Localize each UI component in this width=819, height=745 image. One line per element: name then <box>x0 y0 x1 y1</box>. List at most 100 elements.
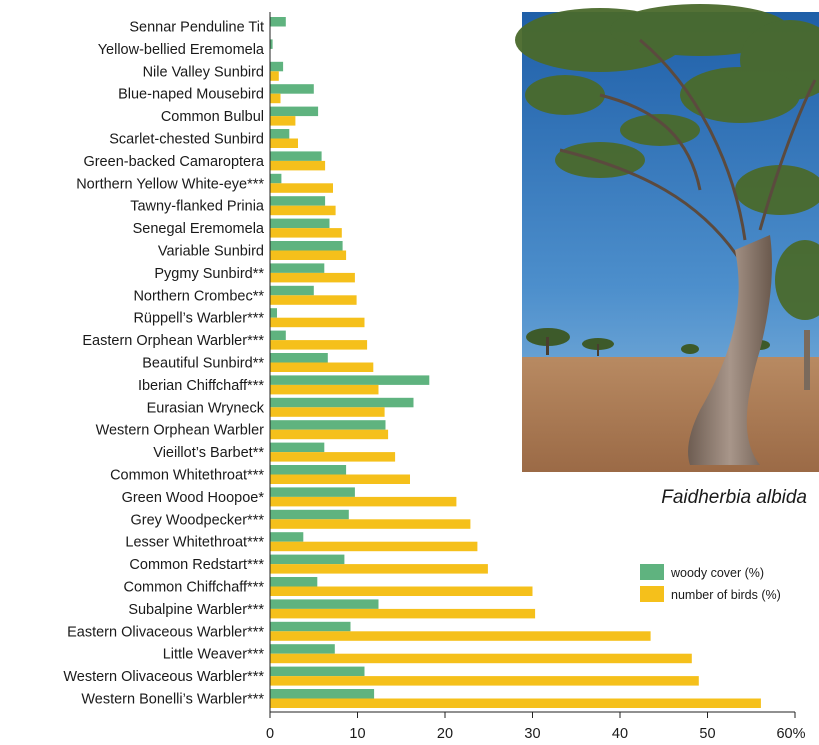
bar-number-of-birds-variable-sunbird <box>270 250 347 260</box>
bar-woody-cover-common-whitethroat <box>270 465 347 475</box>
bar-number-of-birds-green-backed-camaroptera <box>270 160 326 171</box>
category-label: Common Redstart*** <box>129 557 264 573</box>
category-label: Common Whitethroat*** <box>110 468 264 484</box>
category-label: Green Wood Hoopoe* <box>122 490 265 506</box>
bar-woody-cover-eastern-orphean-warbler <box>270 330 286 341</box>
legend: woody cover (%) number of birds (%) <box>640 564 781 602</box>
category-label: Eurasian Wryneck <box>147 400 265 416</box>
category-label: Eastern Orphean Warbler*** <box>82 333 264 349</box>
bar-woody-cover-iberian-chiffchaff <box>270 375 430 385</box>
legend-swatch-woody-cover <box>640 564 664 580</box>
bar-number-of-birds-green-wood-hoopoe <box>270 496 457 507</box>
category-label: Iberian Chiffchaff*** <box>138 378 264 394</box>
category-label: Northern Yellow White-eye*** <box>76 176 264 192</box>
bar-number-of-birds-pygmy-sunbird <box>270 272 355 283</box>
category-label: Blue-naped Mousebird <box>118 87 264 103</box>
bar-woody-cover-green-backed-camaroptera <box>270 151 322 161</box>
bar-woody-cover-tawny-flanked-prinia <box>270 196 326 206</box>
bar-woody-cover-northern-yellow-white-eye <box>270 173 282 184</box>
category-label: Subalpine Warbler*** <box>128 602 264 618</box>
photo-ground <box>522 357 819 472</box>
photo-branches <box>559 38 817 261</box>
x-tick-label: 50 <box>699 726 715 742</box>
bar-woody-cover-western-olivaceous-warbler <box>270 666 365 677</box>
bar-woody-cover-eurasian-wryneck <box>270 397 414 408</box>
bar-woody-cover-western-orphean-warbler <box>270 420 386 430</box>
bars-group <box>270 17 761 708</box>
bar-woody-cover-yellow-bellied-eremomela <box>270 39 273 49</box>
photo-canopy <box>515 4 819 320</box>
category-label: Northern Crombec** <box>133 288 264 304</box>
bar-woody-cover-variable-sunbird <box>270 241 343 251</box>
category-label: Eastern Olivaceous Warbler*** <box>67 624 264 640</box>
bar-number-of-birds-little-weaver <box>270 653 692 664</box>
bar-number-of-birds-eurasian-wryneck <box>270 407 385 417</box>
bar-number-of-birds-common-whitethroat <box>270 474 410 484</box>
bar-number-of-birds-northern-yellow-white-eye <box>270 183 333 193</box>
x-tick-label: 60% <box>776 726 805 742</box>
bar-woody-cover-pygmy-sunbird <box>270 263 325 273</box>
legend-label-number-of-birds: number of birds (%) <box>671 588 781 602</box>
faidherbia-photo <box>515 4 819 472</box>
bar-number-of-birds-common-bulbul <box>270 116 296 126</box>
bar-number-of-birds-r-ppell-s-warbler <box>270 317 365 328</box>
bar-woody-cover-common-chiffchaff <box>270 577 318 587</box>
bar-woody-cover-nile-valley-sunbird <box>270 61 284 72</box>
bar-woody-cover-northern-crombec <box>270 285 314 296</box>
photo-post <box>804 330 810 390</box>
bar-number-of-birds-subalpine-warbler <box>270 608 536 619</box>
bar-number-of-birds-western-olivaceous-warbler <box>270 676 699 686</box>
bar-number-of-birds-senegal-eremomela <box>270 228 342 238</box>
photo-trunk <box>688 235 772 465</box>
x-tick-label: 40 <box>612 726 628 742</box>
category-label: Nile Valley Sunbird <box>143 64 264 80</box>
bar-number-of-birds-common-redstart <box>270 564 488 574</box>
bar-woody-cover-common-redstart <box>270 554 345 565</box>
category-label: Lesser Whitethroat*** <box>125 535 264 551</box>
photo-caption: Faidherbia albida <box>661 487 807 508</box>
bar-woody-cover-green-wood-hoopoe <box>270 487 355 497</box>
bar-number-of-birds-northern-crombec <box>270 295 357 305</box>
bar-woody-cover-lesser-whitethroat <box>270 532 304 542</box>
category-label: Common Chiffchaff*** <box>123 580 264 596</box>
category-label: Little Weaver*** <box>163 647 265 663</box>
bar-number-of-birds-beautiful-sunbird <box>270 362 374 372</box>
category-labels: Sennar Penduline Tit Yellow-bellied Eremo… <box>63 20 265 708</box>
category-label: Scarlet-chested Sunbird <box>109 132 264 148</box>
x-tick-label: 30 <box>524 726 540 742</box>
bar-woody-cover-r-ppell-s-warbler <box>270 308 277 318</box>
category-label: Vieillot’s Barbet** <box>153 445 264 461</box>
category-label: Senegal Eremomela <box>133 221 265 237</box>
bar-number-of-birds-western-bonelli-s-warbler <box>270 698 761 708</box>
bar-number-of-birds-blue-naped-mousebird <box>270 93 281 104</box>
bar-number-of-birds-vieillot-s-barbet <box>270 452 396 462</box>
bar-woody-cover-vieillot-s-barbet <box>270 442 325 453</box>
bar-woody-cover-beautiful-sunbird <box>270 353 328 363</box>
category-label: Rüppell’s Warbler*** <box>133 311 264 327</box>
category-label: Western Bonelli’s Warbler*** <box>81 692 264 708</box>
category-label: Variable Sunbird <box>158 244 264 260</box>
legend-swatch-number-of-birds <box>640 586 664 602</box>
bar-number-of-birds-nile-valley-sunbird <box>270 71 279 81</box>
bar-woody-cover-senegal-eremomela <box>270 218 330 229</box>
bar-woody-cover-western-bonelli-s-warbler <box>270 689 375 699</box>
bar-number-of-birds-lesser-whitethroat <box>270 541 478 552</box>
bar-woody-cover-little-weaver <box>270 644 335 654</box>
category-label: Sennar Penduline Tit <box>129 20 264 36</box>
bar-woody-cover-common-bulbul <box>270 106 319 117</box>
x-tick-label: 0 <box>266 726 274 742</box>
x-tick-label: 10 <box>349 726 365 742</box>
x-axis: 0 10 20 30 40 50 60% <box>266 12 806 742</box>
bar-number-of-birds-iberian-chiffchaff <box>270 384 379 395</box>
legend-label-woody-cover: woody cover (%) <box>670 566 764 580</box>
category-label: Common Bulbul <box>161 109 264 125</box>
category-label: Grey Woodpecker*** <box>130 512 264 528</box>
bar-number-of-birds-scarlet-chested-sunbird <box>270 138 298 148</box>
bar-woody-cover-sennar-penduline-tit <box>270 17 286 27</box>
category-label: Beautiful Sunbird** <box>142 356 264 372</box>
category-label: Western Olivaceous Warbler*** <box>63 669 264 685</box>
category-label: Yellow-bellied Eremomela <box>98 42 265 58</box>
category-label: Western Orphean Warbler <box>96 423 265 439</box>
bar-number-of-birds-grey-woodpecker <box>270 519 471 529</box>
